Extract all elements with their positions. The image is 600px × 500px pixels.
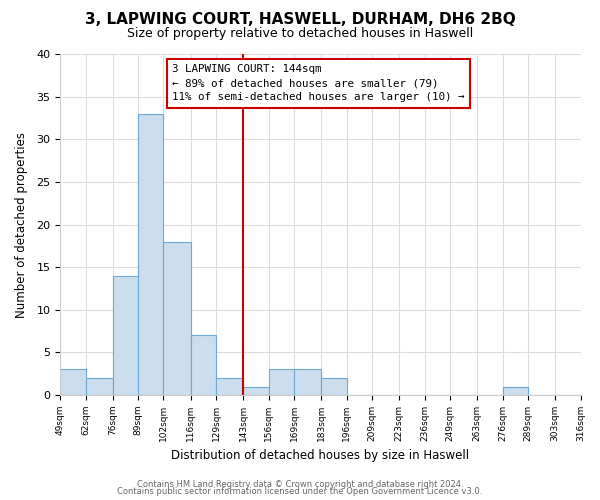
Text: Contains public sector information licensed under the Open Government Licence v3: Contains public sector information licen… [118,487,482,496]
Bar [86,378,113,395]
Bar [60,370,86,395]
Bar [216,378,244,395]
Bar [244,386,269,395]
Bar [191,336,216,395]
Bar [269,370,294,395]
Bar [163,242,191,395]
Bar [503,386,528,395]
Y-axis label: Number of detached properties: Number of detached properties [15,132,28,318]
Bar [113,276,138,395]
Bar [138,114,163,395]
Text: Size of property relative to detached houses in Haswell: Size of property relative to detached ho… [127,28,473,40]
Text: Contains HM Land Registry data © Crown copyright and database right 2024.: Contains HM Land Registry data © Crown c… [137,480,463,489]
Text: 3, LAPWING COURT, HASWELL, DURHAM, DH6 2BQ: 3, LAPWING COURT, HASWELL, DURHAM, DH6 2… [85,12,515,28]
Bar [322,378,347,395]
Text: 3 LAPWING COURT: 144sqm
← 89% of detached houses are smaller (79)
11% of semi-de: 3 LAPWING COURT: 144sqm ← 89% of detache… [172,64,464,102]
Bar [294,370,322,395]
X-axis label: Distribution of detached houses by size in Haswell: Distribution of detached houses by size … [171,450,469,462]
